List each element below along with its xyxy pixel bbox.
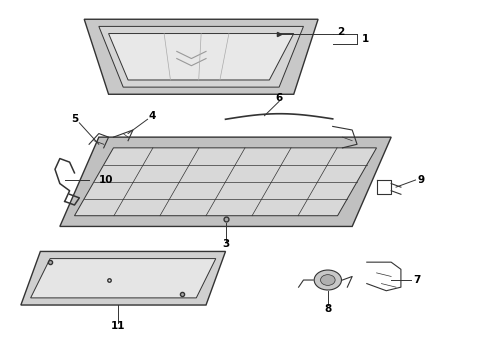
Text: 7: 7	[413, 275, 420, 285]
Polygon shape	[60, 137, 391, 226]
Text: 4: 4	[149, 111, 156, 121]
Polygon shape	[21, 251, 225, 305]
Text: 1: 1	[362, 34, 369, 44]
Text: 9: 9	[418, 175, 425, 185]
Polygon shape	[84, 19, 318, 94]
Polygon shape	[109, 33, 294, 80]
Polygon shape	[30, 258, 216, 298]
Text: 2: 2	[338, 27, 345, 37]
Text: 8: 8	[324, 303, 331, 314]
Polygon shape	[99, 26, 303, 87]
Text: 11: 11	[111, 321, 125, 332]
Text: 5: 5	[71, 114, 78, 124]
Circle shape	[320, 275, 335, 285]
Polygon shape	[74, 148, 376, 216]
Circle shape	[314, 270, 342, 290]
Text: 3: 3	[222, 239, 229, 249]
Text: 10: 10	[99, 175, 113, 185]
Text: 6: 6	[275, 93, 283, 103]
